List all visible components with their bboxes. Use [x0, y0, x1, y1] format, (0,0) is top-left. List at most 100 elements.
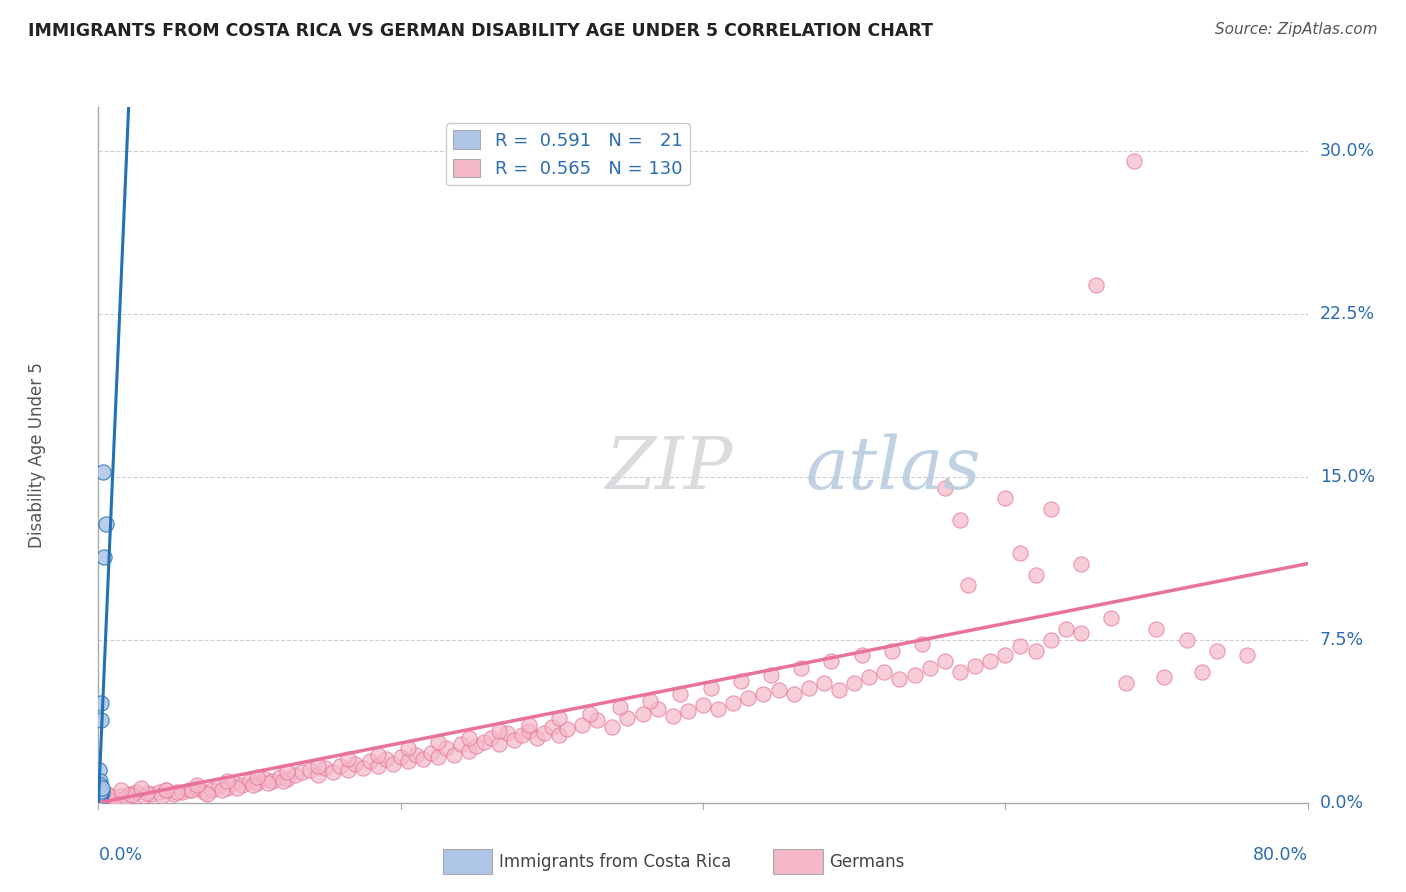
Text: ZIP: ZIP: [606, 434, 734, 504]
Point: [94, 791, 117, 805]
Point: [90, 713, 112, 727]
Text: IMMIGRANTS FROM COSTA RICA VS GERMAN DISABILITY AGE UNDER 5 CORRELATION CHART: IMMIGRANTS FROM COSTA RICA VS GERMAN DIS…: [28, 22, 934, 40]
Point: [94, 517, 117, 532]
Point: [555, 722, 578, 736]
Point: [246, 776, 269, 790]
Point: [1010, 546, 1032, 560]
Point: [737, 691, 759, 706]
Point: [1206, 643, 1229, 657]
Point: [420, 746, 443, 760]
Text: 7.5%: 7.5%: [1320, 631, 1364, 648]
Point: [434, 741, 457, 756]
Point: [692, 698, 714, 712]
Point: [91, 780, 114, 795]
Point: [790, 661, 813, 675]
Point: [389, 750, 412, 764]
Point: [918, 661, 941, 675]
Point: [1153, 670, 1175, 684]
Point: [114, 790, 136, 805]
Point: [427, 735, 450, 749]
Point: [1039, 502, 1062, 516]
Point: [578, 706, 600, 721]
Point: [1070, 557, 1092, 571]
Point: [90, 784, 112, 798]
Legend: R =  0.591   N =   21, R =  0.565   N = 130: R = 0.591 N = 21, R = 0.565 N = 130: [446, 123, 690, 186]
Point: [1191, 665, 1213, 680]
Text: Immigrants from Costa Rica: Immigrants from Costa Rica: [499, 853, 731, 871]
Point: [495, 726, 517, 740]
Point: [360, 755, 382, 769]
Point: [269, 770, 291, 784]
Point: [211, 782, 233, 797]
Point: [110, 789, 132, 804]
Point: [179, 782, 201, 797]
Point: [352, 761, 374, 775]
Point: [155, 782, 177, 797]
Point: [91, 466, 114, 480]
Point: [231, 778, 253, 792]
Point: [1024, 643, 1046, 657]
Point: [858, 670, 880, 684]
Point: [89, 790, 111, 805]
Point: [242, 778, 264, 792]
Point: [125, 785, 148, 799]
Point: [526, 731, 548, 745]
Point: [949, 665, 972, 680]
Point: [336, 752, 359, 766]
Point: [669, 687, 692, 701]
Text: atlas: atlas: [806, 434, 981, 504]
Point: [276, 765, 298, 780]
Point: [457, 731, 479, 745]
Point: [141, 787, 163, 801]
Point: [880, 643, 903, 657]
Point: [336, 763, 359, 777]
Text: Source: ZipAtlas.com: Source: ZipAtlas.com: [1215, 22, 1378, 37]
Point: [699, 681, 721, 695]
Point: [132, 789, 155, 804]
Point: [631, 706, 654, 721]
Point: [224, 776, 246, 790]
Point: [911, 637, 934, 651]
Point: [1099, 611, 1122, 625]
Point: [110, 782, 132, 797]
Point: [661, 708, 683, 723]
Point: [602, 720, 624, 734]
Point: [246, 770, 269, 784]
Point: [322, 765, 344, 780]
Point: [586, 713, 609, 727]
Point: [299, 763, 322, 777]
Point: [1039, 632, 1062, 647]
Point: [367, 759, 389, 773]
Point: [163, 787, 186, 801]
Point: [571, 717, 593, 731]
Point: [91, 785, 114, 799]
Point: [396, 755, 419, 769]
Text: Disability Age Under 5: Disability Age Under 5: [28, 362, 45, 548]
Point: [488, 724, 510, 739]
Point: [510, 728, 533, 742]
Point: [647, 702, 669, 716]
Point: [314, 761, 336, 775]
Point: [548, 728, 571, 742]
Point: [284, 767, 307, 781]
Point: [89, 788, 111, 802]
Point: [427, 750, 450, 764]
Point: [782, 687, 804, 701]
Point: [503, 732, 526, 747]
Text: 0.0%: 0.0%: [98, 847, 142, 864]
Point: [1175, 632, 1198, 647]
Point: [759, 667, 782, 681]
Point: [1236, 648, 1258, 662]
Point: [443, 747, 465, 762]
Point: [1115, 676, 1137, 690]
Point: [96, 787, 118, 801]
Point: [89, 791, 111, 805]
Point: [1122, 154, 1144, 169]
Point: [90, 787, 112, 801]
Point: [155, 782, 177, 797]
Point: [813, 676, 835, 690]
Point: [676, 705, 699, 719]
Point: [344, 756, 367, 771]
Point: [994, 491, 1017, 506]
Text: 80.0%: 80.0%: [1253, 847, 1308, 864]
